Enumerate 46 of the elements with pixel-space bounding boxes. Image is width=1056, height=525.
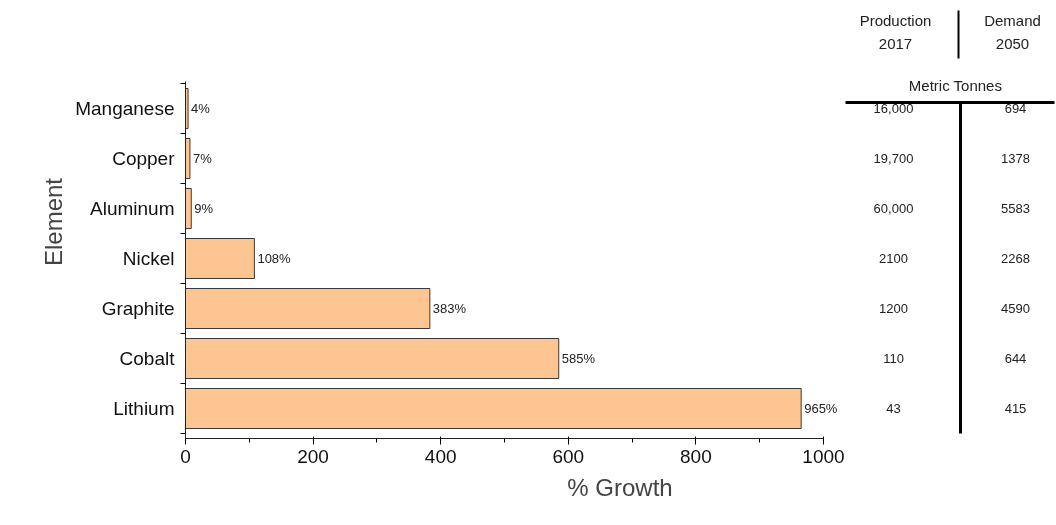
y-tick-label: Manganese — [75, 98, 175, 119]
data-label: 383% — [432, 301, 467, 316]
bar — [185, 338, 560, 379]
text: 4590 — [1001, 301, 1030, 316]
text: 110 — [883, 351, 904, 366]
bar — [185, 88, 189, 129]
data-label: 4% — [191, 101, 211, 116]
text: 60,000 — [873, 201, 914, 216]
data-label: 108% — [257, 251, 292, 266]
y-tick-label: Lithium — [113, 398, 175, 419]
text: 694 — [1004, 101, 1027, 116]
text: 19,700 — [873, 151, 914, 166]
text: 16,000 — [873, 101, 914, 116]
text: Demand 2050 — [984, 12, 1041, 52]
y-tick-label: Copper — [112, 148, 176, 169]
x-tick-label: 400 — [424, 445, 457, 467]
x-tick-label: 600 — [552, 445, 585, 467]
x-tick-label: 200 — [297, 445, 329, 467]
y-tick-label: Graphite — [101, 298, 175, 319]
y-axis-title: Element — [40, 177, 68, 267]
data-label: 7% — [192, 151, 213, 166]
x-tick-label: 0 — [180, 445, 191, 467]
x-tick-label: 1000 — [802, 445, 845, 467]
text: 415 — [1004, 401, 1027, 416]
y-tick-label: Aluminum — [90, 198, 175, 219]
text: 2100 — [879, 251, 908, 266]
bar — [185, 388, 802, 429]
text: 644 — [1004, 351, 1027, 366]
bar — [185, 288, 431, 329]
text: 2268 — [1001, 251, 1030, 266]
text: 1378 — [1001, 151, 1030, 166]
bar — [185, 238, 255, 279]
x-tick-label: 800 — [680, 445, 712, 467]
data-label: 585% — [561, 351, 596, 366]
y-tick-label: Nickel — [122, 248, 175, 269]
data-label: 965% — [804, 401, 838, 416]
bar — [185, 188, 192, 229]
x-axis-title: % Growth — [567, 473, 673, 501]
text: Production 2017 — [859, 12, 932, 52]
bar — [185, 138, 191, 179]
data-label: 9% — [194, 201, 214, 216]
text: 1200 — [879, 301, 908, 316]
text: Metric Tonnes — [908, 77, 1002, 94]
y-tick-label: Cobalt — [119, 348, 176, 369]
text: 5583 — [1001, 201, 1030, 216]
text: 43 — [886, 401, 901, 416]
